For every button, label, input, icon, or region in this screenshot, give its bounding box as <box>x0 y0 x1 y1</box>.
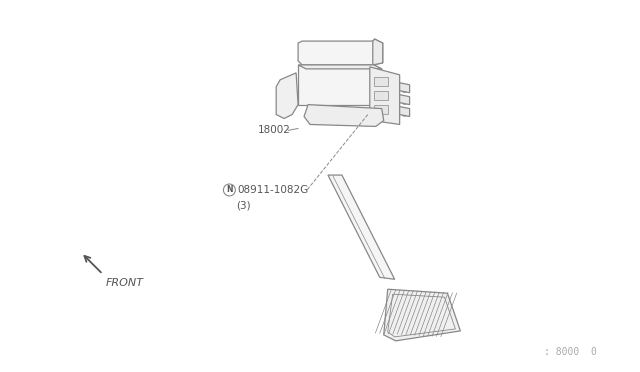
Polygon shape <box>374 77 388 86</box>
Circle shape <box>357 45 369 57</box>
Circle shape <box>401 85 408 92</box>
Text: 18002: 18002 <box>259 125 291 135</box>
Polygon shape <box>372 39 383 65</box>
Circle shape <box>401 109 408 116</box>
Polygon shape <box>276 73 298 119</box>
Polygon shape <box>374 65 381 109</box>
Circle shape <box>366 113 369 116</box>
Circle shape <box>306 86 320 100</box>
Polygon shape <box>370 67 399 125</box>
Text: N: N <box>226 186 233 195</box>
Text: FRONT: FRONT <box>106 278 144 288</box>
Polygon shape <box>298 65 374 105</box>
Polygon shape <box>374 91 388 100</box>
Circle shape <box>357 90 367 100</box>
Text: : 8000  0: : 8000 0 <box>544 347 596 357</box>
Polygon shape <box>328 175 395 279</box>
Circle shape <box>355 70 369 84</box>
Text: 08911-1082G: 08911-1082G <box>237 185 308 195</box>
Circle shape <box>401 97 408 104</box>
Polygon shape <box>298 65 381 69</box>
Polygon shape <box>399 107 410 116</box>
Polygon shape <box>399 95 410 105</box>
Circle shape <box>306 70 320 84</box>
Circle shape <box>312 47 324 59</box>
Text: (3): (3) <box>236 201 251 211</box>
Polygon shape <box>399 83 410 93</box>
Polygon shape <box>374 105 388 113</box>
Circle shape <box>364 110 372 119</box>
Polygon shape <box>384 289 460 341</box>
Circle shape <box>278 97 290 109</box>
Polygon shape <box>304 105 384 126</box>
Polygon shape <box>298 39 383 65</box>
